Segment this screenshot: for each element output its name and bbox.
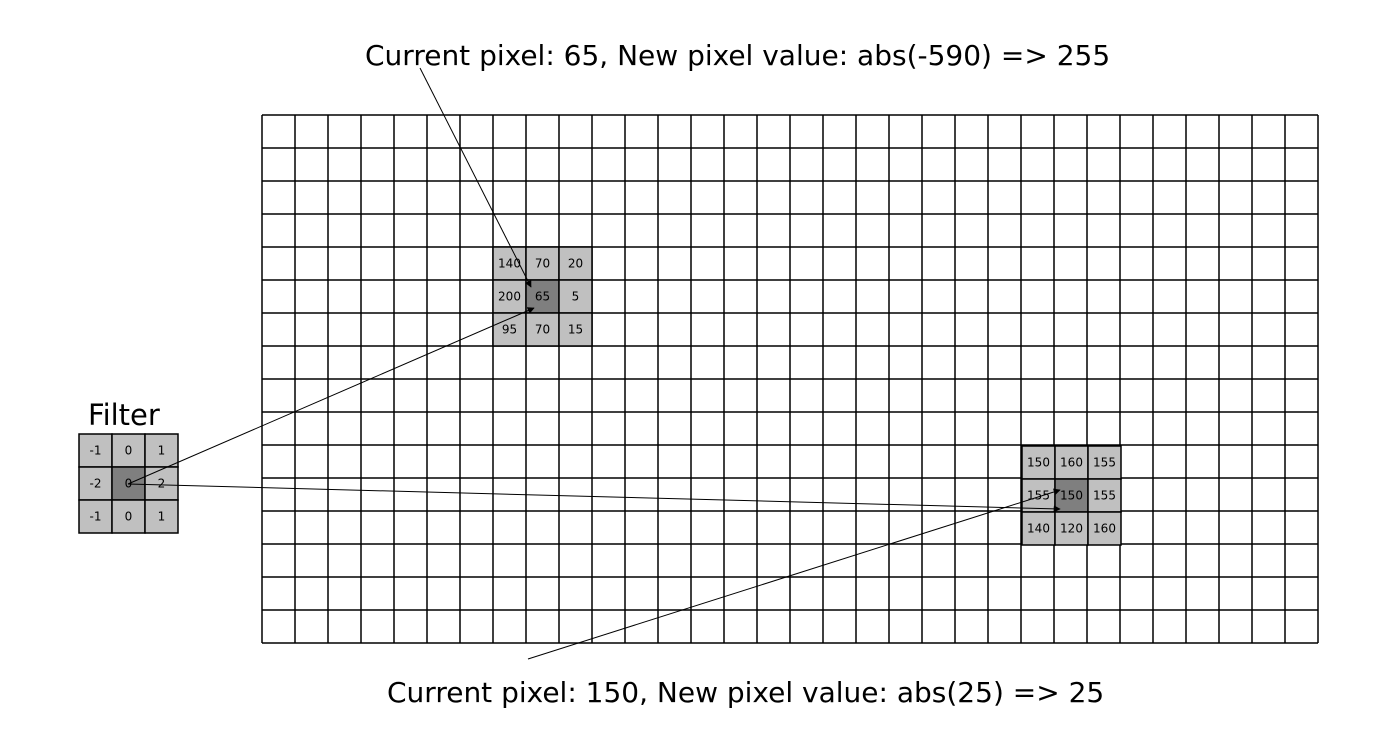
patch-bottom-value: 155 <box>1027 489 1050 503</box>
patch-bottom-cell <box>1087 478 1122 513</box>
filter-value: 0 <box>125 444 133 458</box>
filter-value: 1 <box>158 510 166 524</box>
patch-bottom-value: 155 <box>1093 456 1116 470</box>
patch-top-value: 70 <box>535 323 550 337</box>
patch-top-cell <box>492 279 527 314</box>
filter-value: 1 <box>158 444 166 458</box>
patch-top-cell <box>558 312 593 347</box>
patch-bottom-cell <box>1054 511 1089 546</box>
patch-bottom-value: 160 <box>1060 456 1083 470</box>
filter-value: 2 <box>158 477 166 491</box>
filter-kernel: -1 0 1-2 0 2-1 0 1 <box>78 433 179 534</box>
patch-bottom-value: 150 <box>1060 489 1083 503</box>
arrow-caption-top <box>419 67 532 288</box>
patch-top-value: 15 <box>568 323 583 337</box>
arrows <box>127 67 1061 660</box>
patch-bottom: 150 160 155 155 150 155 140 120 160 <box>1021 445 1122 546</box>
patch-top-cell <box>558 246 593 281</box>
filter-label: Filter <box>88 398 160 432</box>
caption-top: Current pixel: 65, New pixel value: abs(… <box>365 39 1111 72</box>
arrow-filter-bottom <box>127 483 1061 513</box>
patch-top-cell <box>558 279 593 314</box>
patch-top: 140 70 20 200 65 5 95 70 15 <box>492 246 593 347</box>
patch-bottom-cell <box>1087 511 1122 546</box>
patch-top-cell <box>525 246 560 281</box>
patch-top-cell <box>525 312 560 347</box>
patch-bottom-value: 140 <box>1027 522 1050 536</box>
filter-value: -1 <box>90 510 102 524</box>
patch-bottom-value: 155 <box>1093 489 1116 503</box>
filter-value: 0 <box>125 510 133 524</box>
patch-bottom-value: 150 <box>1027 456 1050 470</box>
filter-value: -2 <box>90 477 102 491</box>
filter-value: -1 <box>90 444 102 458</box>
arrow-caption-bottom <box>527 488 1061 660</box>
caption-bottom: Current pixel: 150, New pixel value: abs… <box>387 676 1105 709</box>
patch-top-value: 200 <box>498 290 521 304</box>
filter-cell <box>144 499 179 534</box>
patch-top-value: 95 <box>502 323 517 337</box>
patch-bottom-value: 120 <box>1060 522 1083 536</box>
patch-top-value: 5 <box>572 290 580 304</box>
patch-bottom-cell <box>1021 511 1056 546</box>
patch-bottom-value: 160 <box>1093 522 1116 536</box>
patch-top-value: 70 <box>535 257 550 271</box>
patch-top-value: 20 <box>568 257 583 271</box>
patch-top-value: 140 <box>498 257 521 271</box>
arrow-filter-top <box>127 307 535 485</box>
patch-top-value: 65 <box>535 290 550 304</box>
pixel-grid <box>261 114 1319 644</box>
